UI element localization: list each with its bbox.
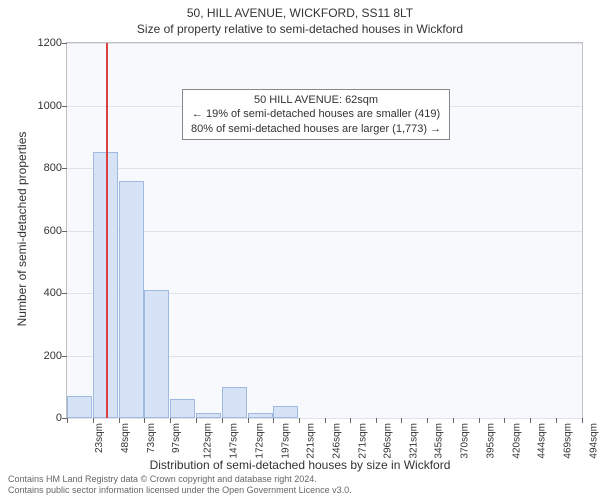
x-tick-mark [350,418,351,423]
x-tick-mark [67,418,68,423]
x-tick-mark [299,418,300,423]
x-tick-mark [196,418,197,423]
y-tick-label: 200 [22,350,62,362]
x-tick-label: 494sqm [589,423,600,459]
x-tick-mark [93,418,94,423]
x-tick-label: 444sqm [537,423,548,459]
x-tick-mark [144,418,145,423]
x-tick-label: 246sqm [331,423,342,459]
chart-container: 50, HILL AVENUE, WICKFORD, SS11 8LT Size… [0,0,600,500]
y-tick-label: 1000 [22,100,62,112]
x-tick-mark [119,418,120,423]
x-tick-mark [401,418,402,423]
footer-line1: Contains HM Land Registry data © Crown c… [8,474,352,485]
x-tick-label: 147sqm [228,423,239,459]
x-tick-label: 197sqm [280,423,291,459]
x-tick-label: 321sqm [409,423,420,459]
x-tick-label: 97sqm [171,423,182,453]
x-tick-label: 420sqm [512,423,523,459]
y-tick-mark [62,168,67,169]
y-tick-label: 0 [22,412,62,424]
x-tick-mark [427,418,428,423]
x-tick-mark [376,418,377,423]
y-tick-mark [62,293,67,294]
y-tick-mark [62,231,67,232]
x-tick-mark [170,418,171,423]
y-tick-label: 600 [22,225,62,237]
x-tick-mark [530,418,531,423]
y-tick-mark [62,43,67,44]
x-tick-mark [582,418,583,423]
annotation-box: 50 HILL AVENUE: 62sqm ← 19% of semi-deta… [182,89,450,140]
annotation-line2: ← 19% of semi-detached houses are smalle… [191,107,441,121]
y-tick-label: 1200 [22,37,62,49]
x-tick-label: 296sqm [383,423,394,459]
x-tick-mark [222,418,223,423]
x-tick-mark [479,418,480,423]
x-tick-label: 345sqm [434,423,445,459]
plot-area: 23sqm48sqm73sqm97sqm122sqm147sqm172sqm19… [66,42,583,419]
x-tick-mark [556,418,557,423]
x-tick-label: 172sqm [254,423,265,459]
x-tick-label: 271sqm [357,423,368,459]
y-tick-mark [62,418,67,419]
x-axis-label: Distribution of semi-detached houses by … [0,458,600,472]
annotation-line1: 50 HILL AVENUE: 62sqm [191,93,441,107]
x-tick-mark [453,418,454,423]
x-tick-mark [504,418,505,423]
x-tick-mark [273,418,274,423]
x-tick-label: 122sqm [202,423,213,459]
footer-line3: Contains public sector information licen… [8,485,352,496]
x-tick-mark [325,418,326,423]
x-tick-label: 23sqm [94,423,105,453]
x-tick-label: 221sqm [305,423,316,459]
x-tick-label: 48sqm [120,423,131,453]
x-tick-label: 370sqm [460,423,471,459]
annotation-line3: 80% of semi-detached houses are larger (… [191,122,441,136]
x-tick-label: 469sqm [563,423,574,459]
x-tick-label: 73sqm [146,423,157,453]
y-tick-label: 400 [22,287,62,299]
x-tick-mark [248,418,249,423]
chart-title: 50, HILL AVENUE, WICKFORD, SS11 8LT [0,6,600,20]
x-tick-label: 395sqm [486,423,497,459]
chart-subtitle: Size of property relative to semi-detach… [0,22,600,36]
footer: Contains HM Land Registry data © Crown c… [8,474,352,496]
y-tick-mark [62,106,67,107]
y-tick-mark [62,356,67,357]
y-tick-label: 800 [22,162,62,174]
